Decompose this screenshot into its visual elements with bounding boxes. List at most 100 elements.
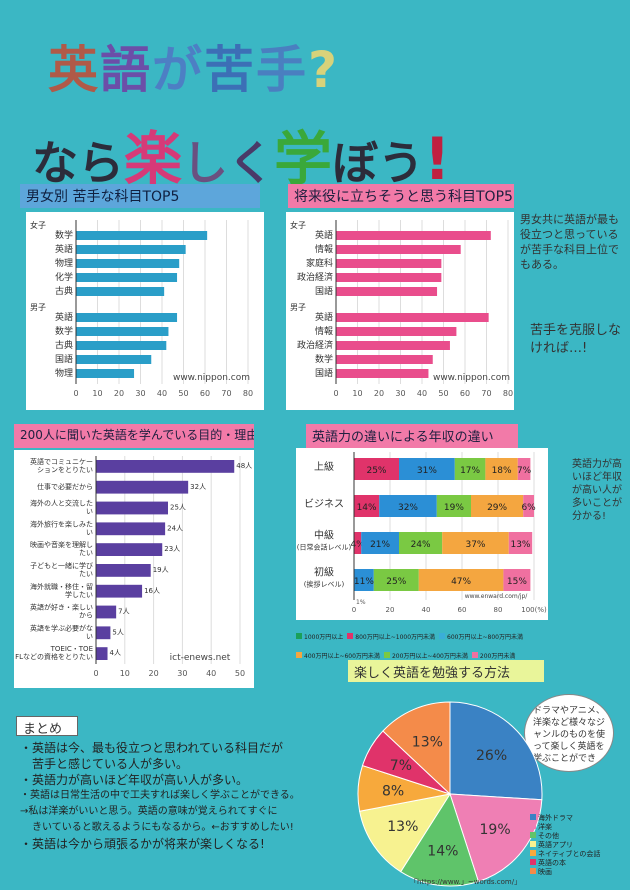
tick-label: 60 (200, 389, 210, 398)
slice-label: 26% (476, 748, 507, 764)
category-label: 家庭科 (306, 257, 333, 269)
bar-segment (454, 458, 486, 480)
title-char: ? (308, 41, 340, 99)
data-label: 25% (366, 466, 386, 476)
bar-segment (436, 495, 471, 517)
legend-label: 映画 (538, 867, 552, 876)
data-label: 11% (354, 577, 374, 587)
data-label: 14% (357, 503, 377, 513)
data-label: 24% (411, 540, 431, 550)
bar (336, 327, 457, 336)
data-label: 47% (451, 577, 471, 587)
category-label: (挨拶レベル) (304, 580, 345, 589)
title-char: が (152, 41, 204, 99)
data-label: 15% (507, 577, 527, 587)
category-label: 初級 (314, 566, 334, 579)
legend-swatch (347, 633, 354, 639)
summary-title: まとめ (16, 716, 78, 737)
tick-label: 30 (395, 389, 405, 398)
bar (76, 369, 135, 378)
chart2-header: 将来役に立ちそうと思う科目TOP5 (288, 184, 514, 208)
legend-swatch (383, 652, 390, 658)
pie-slice (382, 701, 451, 796)
bar-segment (508, 532, 533, 554)
tick-label: 30 (135, 389, 145, 398)
category-label: 国語 (315, 367, 333, 379)
note-right-income: 英語力が高いほど年収が高い人が多いことが分かる! (572, 459, 622, 522)
data-label: 19% (444, 503, 464, 513)
title-char: し (182, 136, 229, 190)
series-label: 男子 (30, 303, 46, 312)
category-label: 情報 (315, 325, 333, 337)
bar-segment (354, 532, 362, 554)
slice-label: 14% (427, 844, 458, 860)
category-label: 英語を学ぶ必要がな (30, 623, 93, 632)
bar-segment (399, 532, 443, 554)
bar-segment (373, 569, 419, 591)
chart4-header: 英語力の違いによる年収の違い (306, 424, 518, 448)
tick-label: 100(%) (521, 606, 547, 614)
legend-swatch (530, 850, 536, 856)
tick-label: 40 (157, 389, 167, 398)
summary-line: ・英語は今、最も役立つと思われている科目だが (20, 741, 284, 755)
chart2-svg: 0 10 20 30 40 50 60 70 80女子英語情報家庭科政治経済国語男子英語情報政治… (290, 220, 513, 398)
data-label: 7人 (118, 608, 129, 616)
category-label: 上級 (314, 460, 334, 473)
note-right-mid: 苦手を克服しなければ…! (530, 323, 622, 356)
bar (76, 327, 169, 336)
legend-item: 800万円以上~1000万円未満 (347, 632, 435, 641)
legend-item: 400万円以上~600万円未満 (296, 651, 380, 660)
chart1-header: 男女別 苦手な科目TOP5 (20, 184, 260, 208)
legend-item: 200万円以上~400万円未満 (383, 651, 468, 660)
category-label: 物理 (55, 367, 73, 379)
category-label: 海外旅行を楽しみた (30, 519, 93, 528)
category-label: から (79, 612, 93, 620)
legend-swatch (439, 633, 446, 639)
slice-label: 13% (387, 819, 418, 835)
legend-label: 洋楽 (538, 822, 552, 831)
legend-label: 200万円未満 (479, 653, 516, 660)
bar (76, 355, 152, 364)
bar (336, 313, 489, 322)
bar-segment (354, 569, 374, 591)
category-label: 国語 (55, 353, 73, 365)
legend-label: 英語の本 (538, 858, 566, 867)
series-label: 女子 (290, 220, 306, 230)
pie-slice (400, 792, 480, 887)
data-label: 6% (521, 503, 536, 513)
slice-label: 19% (480, 822, 511, 838)
bar (96, 605, 117, 619)
source-label: www.nippon.com (173, 373, 250, 383)
bar-segment (361, 532, 399, 554)
chart4-legend: 1000万円以上 800万円以上~1000万円未満 600万円以上~800万円未満 4… (296, 624, 546, 660)
tick-label: 0 (352, 606, 356, 614)
summary-line: きいていると歌えるようにもなるから。←おすすめしたい! (32, 822, 294, 833)
title-char: ! (424, 125, 451, 193)
category-label: い (86, 508, 93, 516)
title-char: 苦 (204, 41, 256, 99)
tick-label: 60 (460, 389, 470, 398)
category-label: 古典 (55, 339, 73, 351)
data-label: 32% (398, 503, 418, 513)
tick-label: 0 (93, 669, 98, 678)
tick-label: 40 (422, 606, 431, 614)
chart3-panel: 0 10 20 30 40 50 英語でコミュニケー ションをとりたい 48人 仕事で必要だから 3… (14, 450, 254, 688)
tick-label: 80 (494, 606, 503, 614)
bar (96, 647, 108, 660)
bar-segment (523, 495, 534, 517)
category-label: 国語 (315, 285, 333, 297)
tick-label: 40 (417, 389, 427, 398)
category-label: 英語が好き・楽しい (30, 603, 93, 612)
tick-label: 10 (92, 389, 102, 398)
source-label: ict-enews.net (170, 653, 231, 663)
legend-label: 海外ドラマ (538, 813, 573, 822)
data-label: 17% (460, 466, 480, 476)
category-label: 子どもと一緒に学び (30, 561, 93, 570)
chart4-panel: 0 20 40 60 80 100(%) 1% 上級 25% 31% 17% 18% 7% ビジネス 14%… (296, 448, 548, 620)
category-label: 海外の人と交流した (30, 499, 93, 508)
bar (336, 273, 442, 282)
tick-label: 60 (458, 606, 467, 614)
category-label: 映画や音楽を理解し (30, 540, 93, 549)
bar (76, 273, 178, 282)
bar (96, 543, 163, 556)
